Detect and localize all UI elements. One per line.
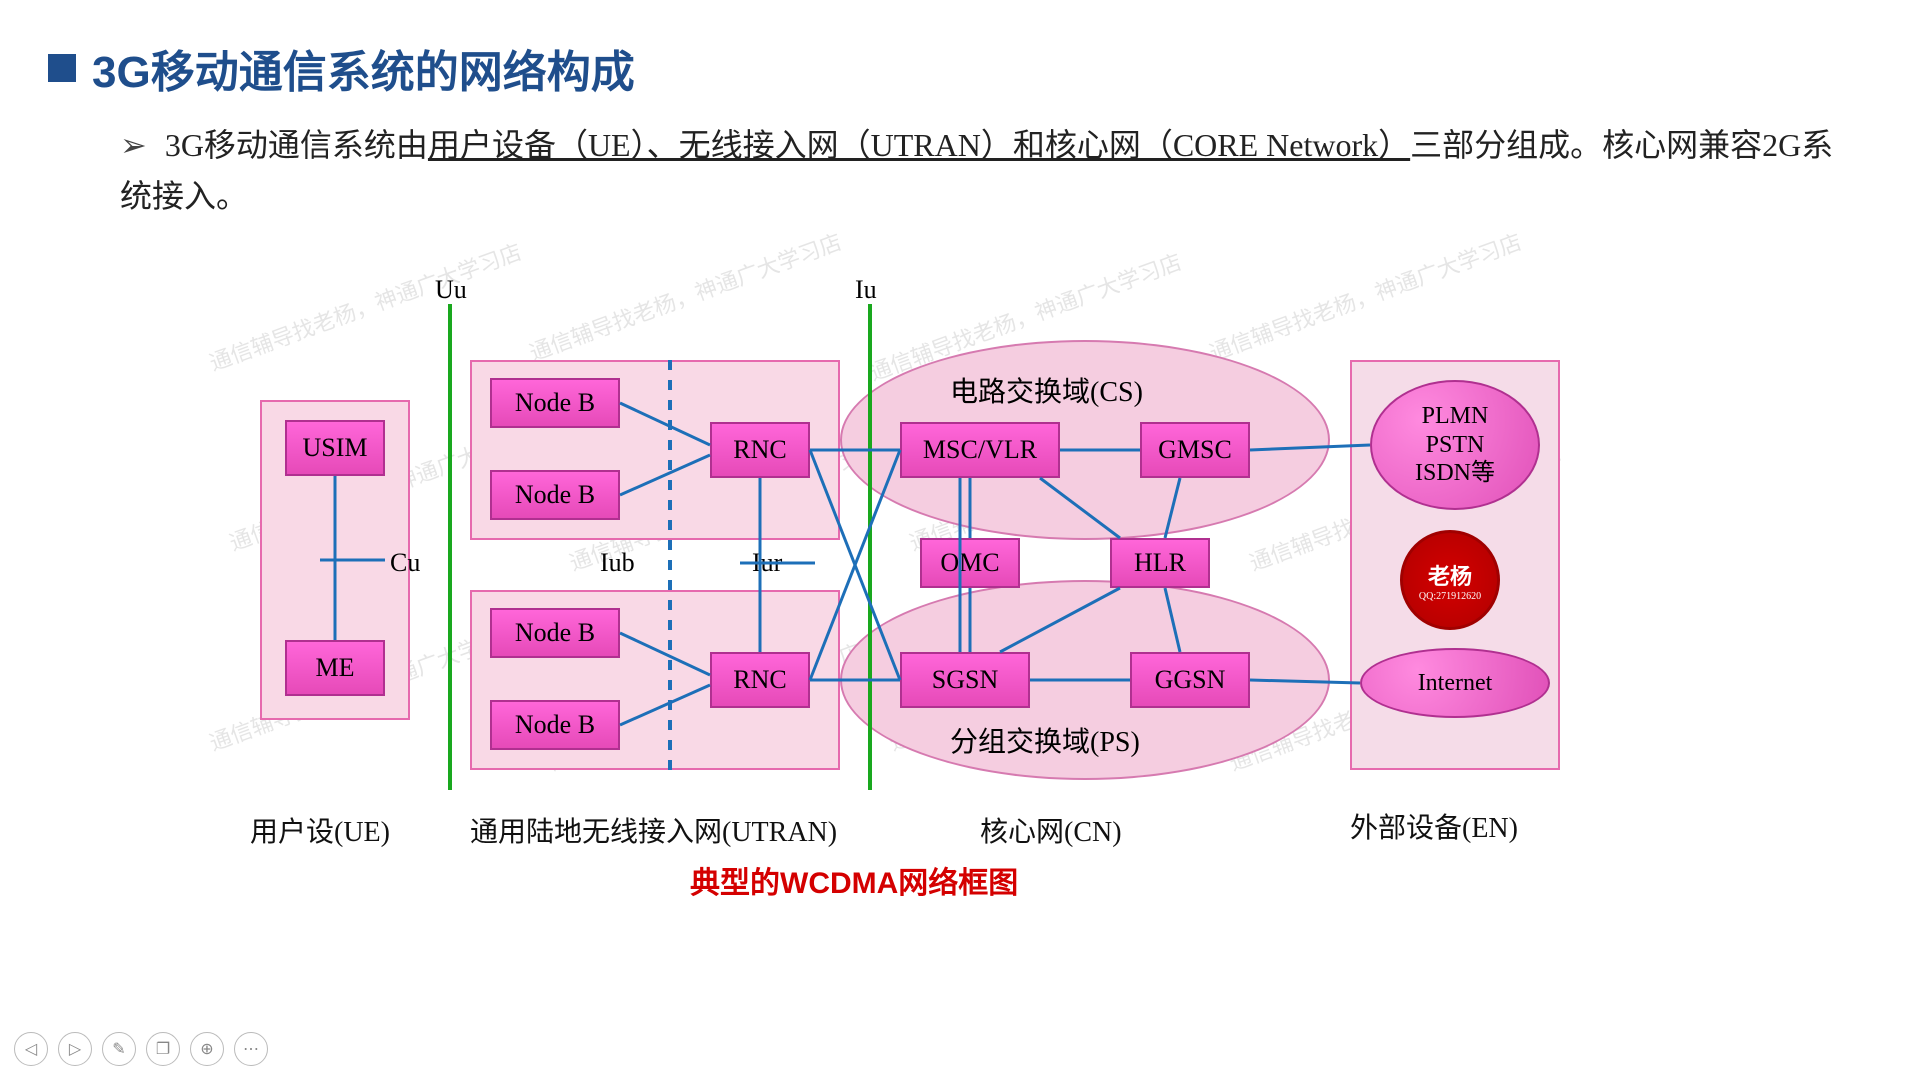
prev-slide-button[interactable]: ◁	[14, 1032, 48, 1066]
more-button[interactable]: ⋯	[234, 1032, 268, 1066]
rnc1-node: RNC	[710, 422, 810, 478]
internet-ellipse: Internet	[1360, 648, 1550, 718]
plmn-l2: PSTN	[1426, 431, 1485, 460]
gmsc-node: GMSC	[1140, 422, 1250, 478]
ue-section-label: 用户设(UE)	[250, 810, 390, 850]
slideshow-toolbar: ◁ ▷ ✎ ❐ ⊕ ⋯	[14, 1032, 268, 1066]
utran-section-label: 通用陆地无线接入网(UTRAN)	[470, 810, 837, 850]
watermark: 通信辅导找老杨，神通广大学习店	[524, 225, 845, 368]
copy-button[interactable]: ❐	[146, 1032, 180, 1066]
uu-label: Uu	[435, 275, 467, 305]
nodeb3-node: Node B	[490, 608, 620, 658]
plmn-l3: ISDN等	[1415, 459, 1495, 488]
plmn-ellipse: PLMN PSTN ISDN等	[1370, 380, 1540, 510]
iu-label: Iu	[855, 275, 877, 305]
desc-bullet: ➢	[120, 120, 147, 171]
iur-label: Iur	[752, 548, 782, 578]
ps-label: 分组交换域(PS)	[950, 720, 1140, 760]
title-bullet	[48, 54, 76, 82]
mscvlr-node: MSC/VLR	[900, 422, 1060, 478]
slide-title-row: 3G移动通信系统的网络构成	[48, 36, 635, 100]
rnc2-node: RNC	[710, 652, 810, 708]
diagram-caption: 典型的WCDMA网络框图	[690, 858, 1018, 902]
cu-label: Cu	[390, 548, 420, 578]
hlr-node: HLR	[1110, 538, 1210, 588]
usim-node: USIM	[285, 420, 385, 476]
nodeb1-node: Node B	[490, 378, 620, 428]
description: ➢ 3G移动通信系统由用户设备（UE）、无线接入网（UTRAN）和核心网（COR…	[120, 120, 1840, 222]
desc-prefix: 3G移动通信系统由	[165, 127, 428, 163]
stamp-text: 老杨	[1428, 559, 1472, 591]
cs-label: 电路交换域(CS)	[950, 370, 1143, 410]
next-slide-button[interactable]: ▷	[58, 1032, 92, 1066]
watermark: 通信辅导找老杨，神通广大学习店	[1204, 225, 1525, 368]
sgsn-node: SGSN	[900, 652, 1030, 708]
cn-section-label: 核心网(CN)	[980, 810, 1122, 850]
zoom-button[interactable]: ⊕	[190, 1032, 224, 1066]
plmn-l1: PLMN	[1422, 402, 1489, 431]
iub-label: Iub	[600, 548, 635, 578]
ggsn-node: GGSN	[1130, 652, 1250, 708]
nodeb2-node: Node B	[490, 470, 620, 520]
stamp-sub: QQ:271912620	[1419, 591, 1481, 602]
slide-title: 3G移动通信系统的网络构成	[92, 36, 635, 100]
nodeb4-node: Node B	[490, 700, 620, 750]
omc-node: OMC	[920, 538, 1020, 588]
internet-label: Internet	[1418, 669, 1493, 698]
watermark: 通信辅导找老杨，神通广大学习店	[204, 235, 525, 378]
me-node: ME	[285, 640, 385, 696]
en-section-label: 外部设备(EN)	[1350, 806, 1518, 846]
stamp-seal: 老杨 QQ:271912620	[1400, 530, 1500, 630]
diagram-canvas: 通信辅导找老杨，神通广大学习店 通信辅导找老杨，神通广大学习店 通信辅导找老杨，…	[260, 270, 1660, 910]
desc-underlined: 用户设备（UE）、无线接入网（UTRAN）和核心网（CORE Network）	[428, 127, 1410, 163]
pen-button[interactable]: ✎	[102, 1032, 136, 1066]
